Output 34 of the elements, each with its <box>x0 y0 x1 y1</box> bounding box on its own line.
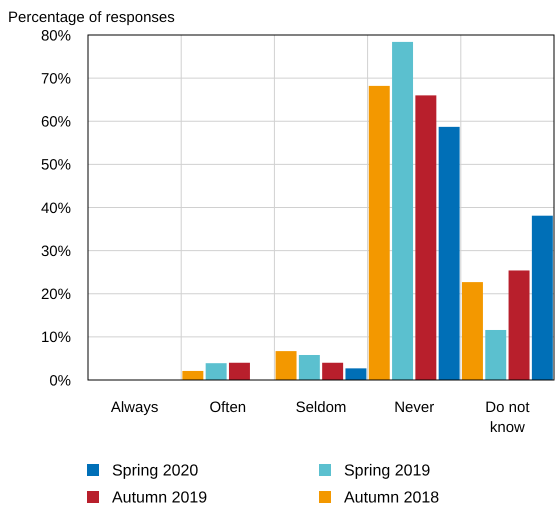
y-tick-label: 30% <box>40 242 71 260</box>
bar <box>392 42 414 380</box>
x-tick-label: Never <box>394 399 434 416</box>
bar <box>508 270 530 380</box>
x-tick-label: Often <box>209 399 246 416</box>
bar <box>345 368 366 380</box>
legend-label: Spring 2019 <box>344 462 430 480</box>
y-tick-label: 70% <box>40 70 71 88</box>
y-tick-label: 40% <box>40 200 71 217</box>
bar <box>276 351 297 380</box>
y-tick-label: 20% <box>40 286 71 303</box>
legend-label: Spring 2020 <box>112 462 198 480</box>
x-tick-label: Seldom <box>296 399 346 416</box>
y-tick-label: 0% <box>49 372 71 390</box>
bar <box>415 95 436 380</box>
legend-label: Autumn 2019 <box>112 490 208 507</box>
bar <box>322 362 344 380</box>
legend-label: Autumn 2018 <box>344 490 440 507</box>
bar <box>298 354 320 380</box>
y-tick-label: 50% <box>40 156 71 174</box>
bar <box>206 363 227 380</box>
x-tick-label: Do not know <box>485 399 530 436</box>
y-tick-label: 10% <box>40 329 71 346</box>
bar <box>182 370 204 380</box>
y-tick-label: 60% <box>40 114 71 130</box>
bar <box>532 216 553 380</box>
x-tick-label: Always <box>110 399 158 416</box>
y-axis-title: Percentage of responses <box>8 9 175 26</box>
bar <box>368 86 390 380</box>
bar <box>462 282 483 380</box>
bar <box>485 330 506 380</box>
bar <box>438 126 460 380</box>
y-tick-label: 80% <box>40 27 71 44</box>
bar <box>228 362 250 380</box>
